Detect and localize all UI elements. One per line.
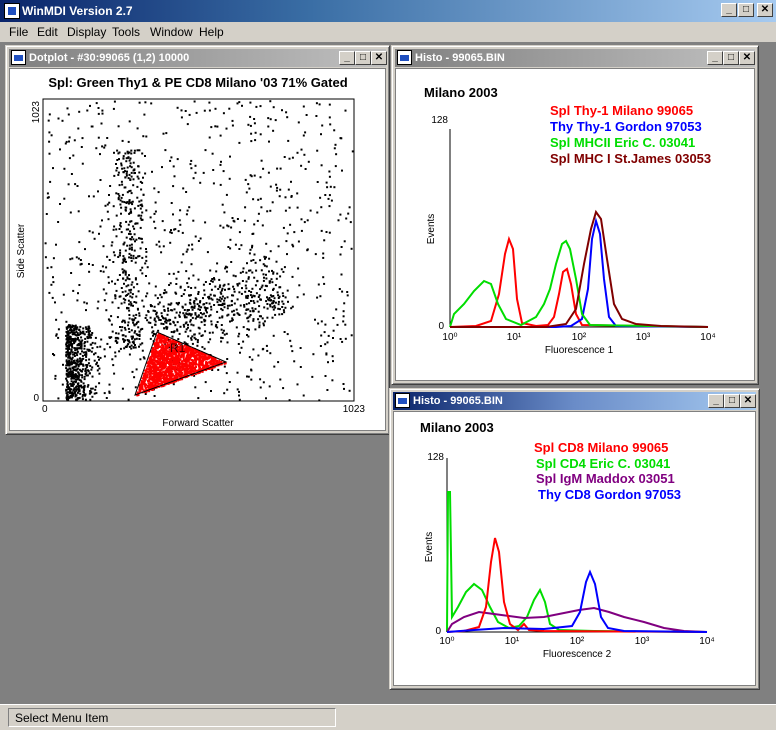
histo2-title-bar[interactable]: Histo - 99065.BIN _ □ ✕ (393, 392, 756, 410)
histo2-chart[interactable]: Milano 2003 Spl CD8 Milano 99065 Spl CD4… (394, 412, 757, 686)
dotplot-y-min: 0 (33, 393, 39, 404)
histo1-xtick-2: 10² (572, 332, 587, 343)
histo1-legend-2: Spl MHCII Eric C. 03041 (550, 135, 695, 150)
histo1-ymin: 0 (438, 321, 444, 332)
histo2-legend-0: Spl CD8 Milano 99065 (534, 440, 668, 455)
histo2-window-title: Histo - 99065.BIN (413, 395, 503, 407)
status-text: Select Menu Item (8, 708, 336, 727)
histo2-window[interactable]: Histo - 99065.BIN _ □ ✕ Milano 2003 Spl … (389, 388, 760, 690)
histo1-series-blue (450, 217, 709, 328)
histo1-chart[interactable]: Milano 2003 Spl Thy-1 Milano 99065 Thy T… (396, 69, 756, 381)
histo2-maximize-icon[interactable]: □ (724, 394, 740, 408)
histo2-xlabel: Fluorescence 2 (543, 649, 612, 660)
minimize-icon[interactable]: _ (721, 3, 737, 17)
histo1-legend-3: Spl MHC I St.James 03053 (550, 151, 711, 166)
menu-tools[interactable]: Tools (112, 25, 141, 39)
dotplot-maximize-icon[interactable]: □ (355, 51, 371, 65)
histo1-window-icon[interactable] (397, 50, 412, 65)
dotplot-events (44, 100, 354, 402)
histo1-legend-1: Thy Thy-1 Gordon 97053 (550, 119, 702, 134)
histo2-xtick-2: 10² (570, 636, 585, 647)
histo1-xtick-3: 10³ (636, 332, 651, 343)
dotplot-minimize-icon[interactable]: _ (339, 51, 355, 65)
histo2-series-purple (446, 606, 708, 633)
histo2-ymax: 128 (427, 452, 444, 463)
dotplot-region-label: R1 (170, 341, 186, 355)
menu-display[interactable]: Display (67, 25, 107, 39)
histo2-xtick-1: 10¹ (505, 636, 520, 647)
histo1-ymax: 128 (431, 115, 448, 126)
histo2-xtick-3: 10³ (635, 636, 650, 647)
maximize-icon[interactable]: □ (738, 3, 754, 17)
histo1-series-green (449, 239, 709, 328)
close-icon[interactable]: ✕ (757, 3, 773, 17)
histo2-ymin: 0 (435, 626, 441, 637)
histo1-title-bar[interactable]: Histo - 99065.BIN _ □ ✕ (395, 49, 755, 67)
histo1-heading: Milano 2003 (424, 85, 498, 100)
histo2-legend-2: Spl IgM Maddox 03051 (536, 471, 675, 486)
dotplot-window-icon[interactable] (11, 50, 26, 65)
histo2-close-icon[interactable]: ✕ (740, 394, 756, 408)
status-bar: Select Menu Item (0, 704, 776, 730)
dotplot-gate-region[interactable] (134, 331, 228, 396)
histo2-client[interactable]: Milano 2003 Spl CD8 Milano 99065 Spl CD4… (393, 411, 756, 686)
dotplot-close-icon[interactable]: ✕ (371, 51, 387, 65)
dotplot-chart[interactable]: Spl: Green Thy1 & PE CD8 Milano '03 71% … (10, 69, 387, 431)
menu-help[interactable]: Help (199, 25, 224, 39)
histo2-xtick-0: 10⁰ (439, 636, 454, 647)
dotplot-window[interactable]: Dotplot - #30:99065 (1,2) 10000 _ □ ✕ Sp… (5, 45, 390, 435)
dotplot-x-max: 1023 (343, 404, 366, 415)
dotplot-y-max: 1023 (31, 101, 42, 124)
histo2-ylabel: Events (424, 532, 435, 563)
app-icon[interactable] (4, 3, 20, 19)
histo1-legend-0: Spl Thy-1 Milano 99065 (550, 103, 693, 118)
menu-bar: File Edit Display Tools Window Help (0, 22, 776, 42)
menu-edit[interactable]: Edit (37, 25, 58, 39)
histo2-series-green (446, 491, 708, 633)
histo1-xtick-0: 10⁰ (442, 332, 457, 343)
histo1-series-darkred (450, 209, 709, 328)
dotplot-ylabel: Side Scatter (16, 223, 27, 278)
histo1-client[interactable]: Milano 2003 Spl Thy-1 Milano 99065 Thy T… (395, 68, 755, 381)
histo1-minimize-icon[interactable]: _ (707, 51, 723, 65)
histo1-ylabel: Events (426, 214, 437, 245)
histo2-legend-1: Spl CD4 Eric C. 03041 (536, 456, 670, 471)
histo1-close-icon[interactable]: ✕ (739, 51, 755, 65)
dotplot-window-title: Dotplot - #30:99065 (1,2) 10000 (29, 52, 190, 64)
dotplot-x-min: 0 (42, 404, 48, 415)
histo2-legend-3: Thy CD8 Gordon 97053 (538, 487, 681, 502)
histo1-window[interactable]: Histo - 99065.BIN _ □ ✕ Milano 2003 Spl … (391, 45, 759, 385)
menu-window[interactable]: Window (150, 25, 193, 39)
histo1-maximize-icon[interactable]: □ (723, 51, 739, 65)
dotplot-client[interactable]: Spl: Green Thy1 & PE CD8 Milano '03 71% … (9, 68, 386, 431)
dotplot-plot-title: Spl: Green Thy1 & PE CD8 Milano '03 71% … (48, 75, 347, 90)
menu-file[interactable]: File (9, 25, 29, 39)
histo2-minimize-icon[interactable]: _ (708, 394, 724, 408)
histo1-xtick-1: 10¹ (507, 332, 522, 343)
histo1-window-title: Histo - 99065.BIN (415, 52, 505, 64)
dotplot-title-bar[interactable]: Dotplot - #30:99065 (1,2) 10000 _ □ ✕ (9, 49, 387, 67)
app-title-bar[interactable]: WinMDI Version 2.7 _ □ ✕ (0, 0, 776, 22)
histo2-heading: Milano 2003 (420, 420, 494, 435)
dotplot-xlabel: Forward Scatter (162, 418, 234, 429)
histo2-xtick-4: 10⁴ (699, 636, 714, 647)
histo1-xtick-4: 10⁴ (700, 332, 715, 343)
histo2-series-blue (446, 569, 708, 633)
app-title: WinMDI Version 2.7 (22, 4, 133, 18)
histo2-window-icon[interactable] (395, 393, 410, 408)
histo1-xlabel: Fluorescence 1 (545, 345, 614, 356)
